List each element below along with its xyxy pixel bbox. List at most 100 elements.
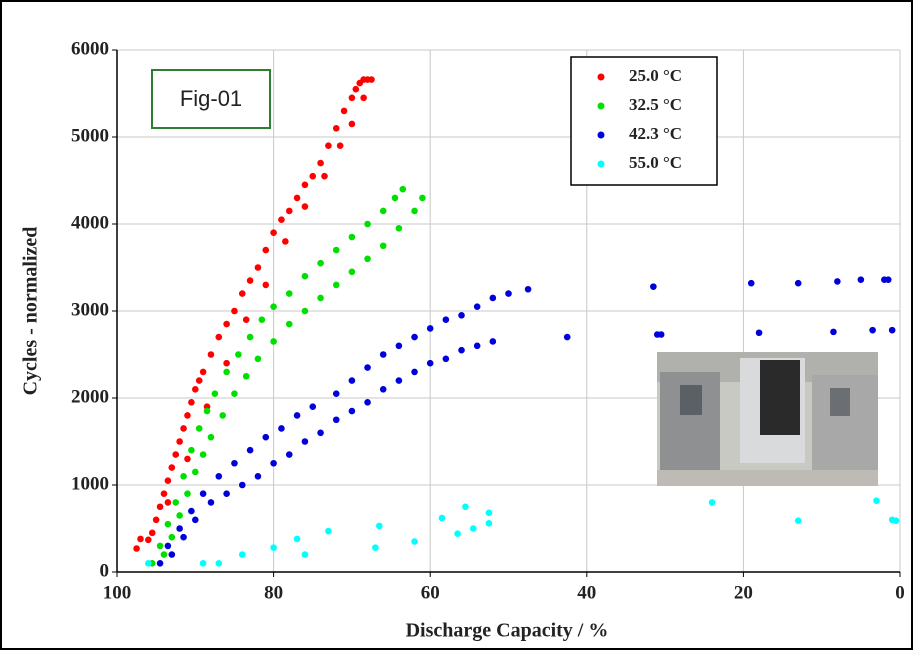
point	[301, 551, 309, 558]
point	[426, 325, 434, 332]
point	[199, 451, 207, 458]
point	[285, 320, 293, 328]
point	[857, 276, 865, 283]
point	[145, 536, 152, 544]
point	[270, 303, 277, 310]
point	[246, 277, 254, 284]
point	[282, 238, 289, 245]
point	[180, 533, 187, 541]
legend-swatch	[597, 160, 605, 168]
point	[180, 473, 187, 480]
point	[834, 278, 841, 285]
point	[188, 446, 195, 454]
point	[164, 477, 172, 484]
point	[223, 490, 230, 498]
point	[195, 377, 203, 384]
point	[888, 326, 896, 334]
point	[262, 281, 270, 289]
point	[884, 276, 892, 283]
point	[184, 412, 191, 419]
point	[485, 519, 493, 527]
point	[231, 459, 238, 467]
point	[168, 533, 176, 541]
point	[246, 446, 254, 454]
x-tick-label: 100	[103, 582, 132, 603]
point	[458, 346, 465, 354]
point	[184, 455, 191, 463]
point	[285, 290, 293, 297]
point	[332, 125, 340, 132]
legend	[570, 56, 718, 186]
point	[188, 399, 195, 406]
point	[223, 359, 230, 367]
point	[301, 438, 309, 445]
point	[332, 390, 340, 397]
point	[489, 338, 497, 345]
point	[650, 283, 657, 290]
point	[830, 328, 837, 336]
legend-label: 32.5 °C	[629, 95, 682, 114]
point	[442, 316, 450, 324]
point	[285, 451, 293, 458]
point	[379, 242, 387, 250]
point	[411, 538, 418, 545]
y-axis-label: Cycles - normalized	[20, 227, 42, 396]
x-tick-label: 0	[895, 582, 905, 603]
point	[215, 333, 223, 341]
point	[794, 517, 802, 524]
point	[747, 279, 755, 287]
point	[368, 76, 375, 83]
point	[223, 320, 230, 328]
y-tick-label: 6000	[71, 38, 109, 59]
point	[458, 312, 465, 319]
point	[411, 368, 418, 376]
point	[379, 207, 387, 215]
point	[708, 499, 716, 506]
point	[426, 359, 434, 367]
point	[336, 142, 344, 149]
point	[399, 185, 407, 193]
point	[325, 527, 332, 535]
point	[285, 207, 293, 215]
photo-part	[680, 385, 702, 415]
point	[145, 560, 152, 567]
y-tick-label: 1000	[71, 473, 109, 494]
point	[309, 403, 317, 411]
point	[376, 522, 383, 530]
point	[442, 355, 450, 363]
photo-part	[760, 360, 800, 435]
point	[348, 233, 356, 241]
point	[199, 560, 207, 567]
legend-label: 55.0 °C	[629, 153, 682, 172]
point	[195, 425, 203, 432]
y-tick-label: 5000	[71, 125, 109, 146]
point	[270, 459, 277, 467]
legend-swatch	[597, 102, 605, 110]
point	[176, 525, 183, 532]
point	[489, 294, 497, 302]
y-tick-label: 0	[100, 560, 110, 581]
point	[485, 509, 493, 517]
point	[219, 412, 227, 419]
point	[164, 520, 172, 528]
point	[278, 216, 285, 223]
annotation: Fig-01	[180, 86, 242, 111]
point	[325, 142, 332, 149]
legend-label: 25.0 °C	[629, 66, 682, 85]
point	[352, 85, 360, 93]
point	[254, 355, 262, 363]
y-tick-label: 3000	[71, 299, 109, 320]
point	[223, 368, 230, 376]
point	[348, 377, 356, 384]
point	[172, 499, 180, 506]
point	[199, 490, 207, 498]
photo	[657, 352, 878, 486]
point	[192, 468, 199, 476]
point	[505, 290, 512, 297]
point	[148, 529, 156, 537]
point	[203, 407, 211, 415]
point	[293, 194, 301, 202]
point	[892, 517, 900, 524]
